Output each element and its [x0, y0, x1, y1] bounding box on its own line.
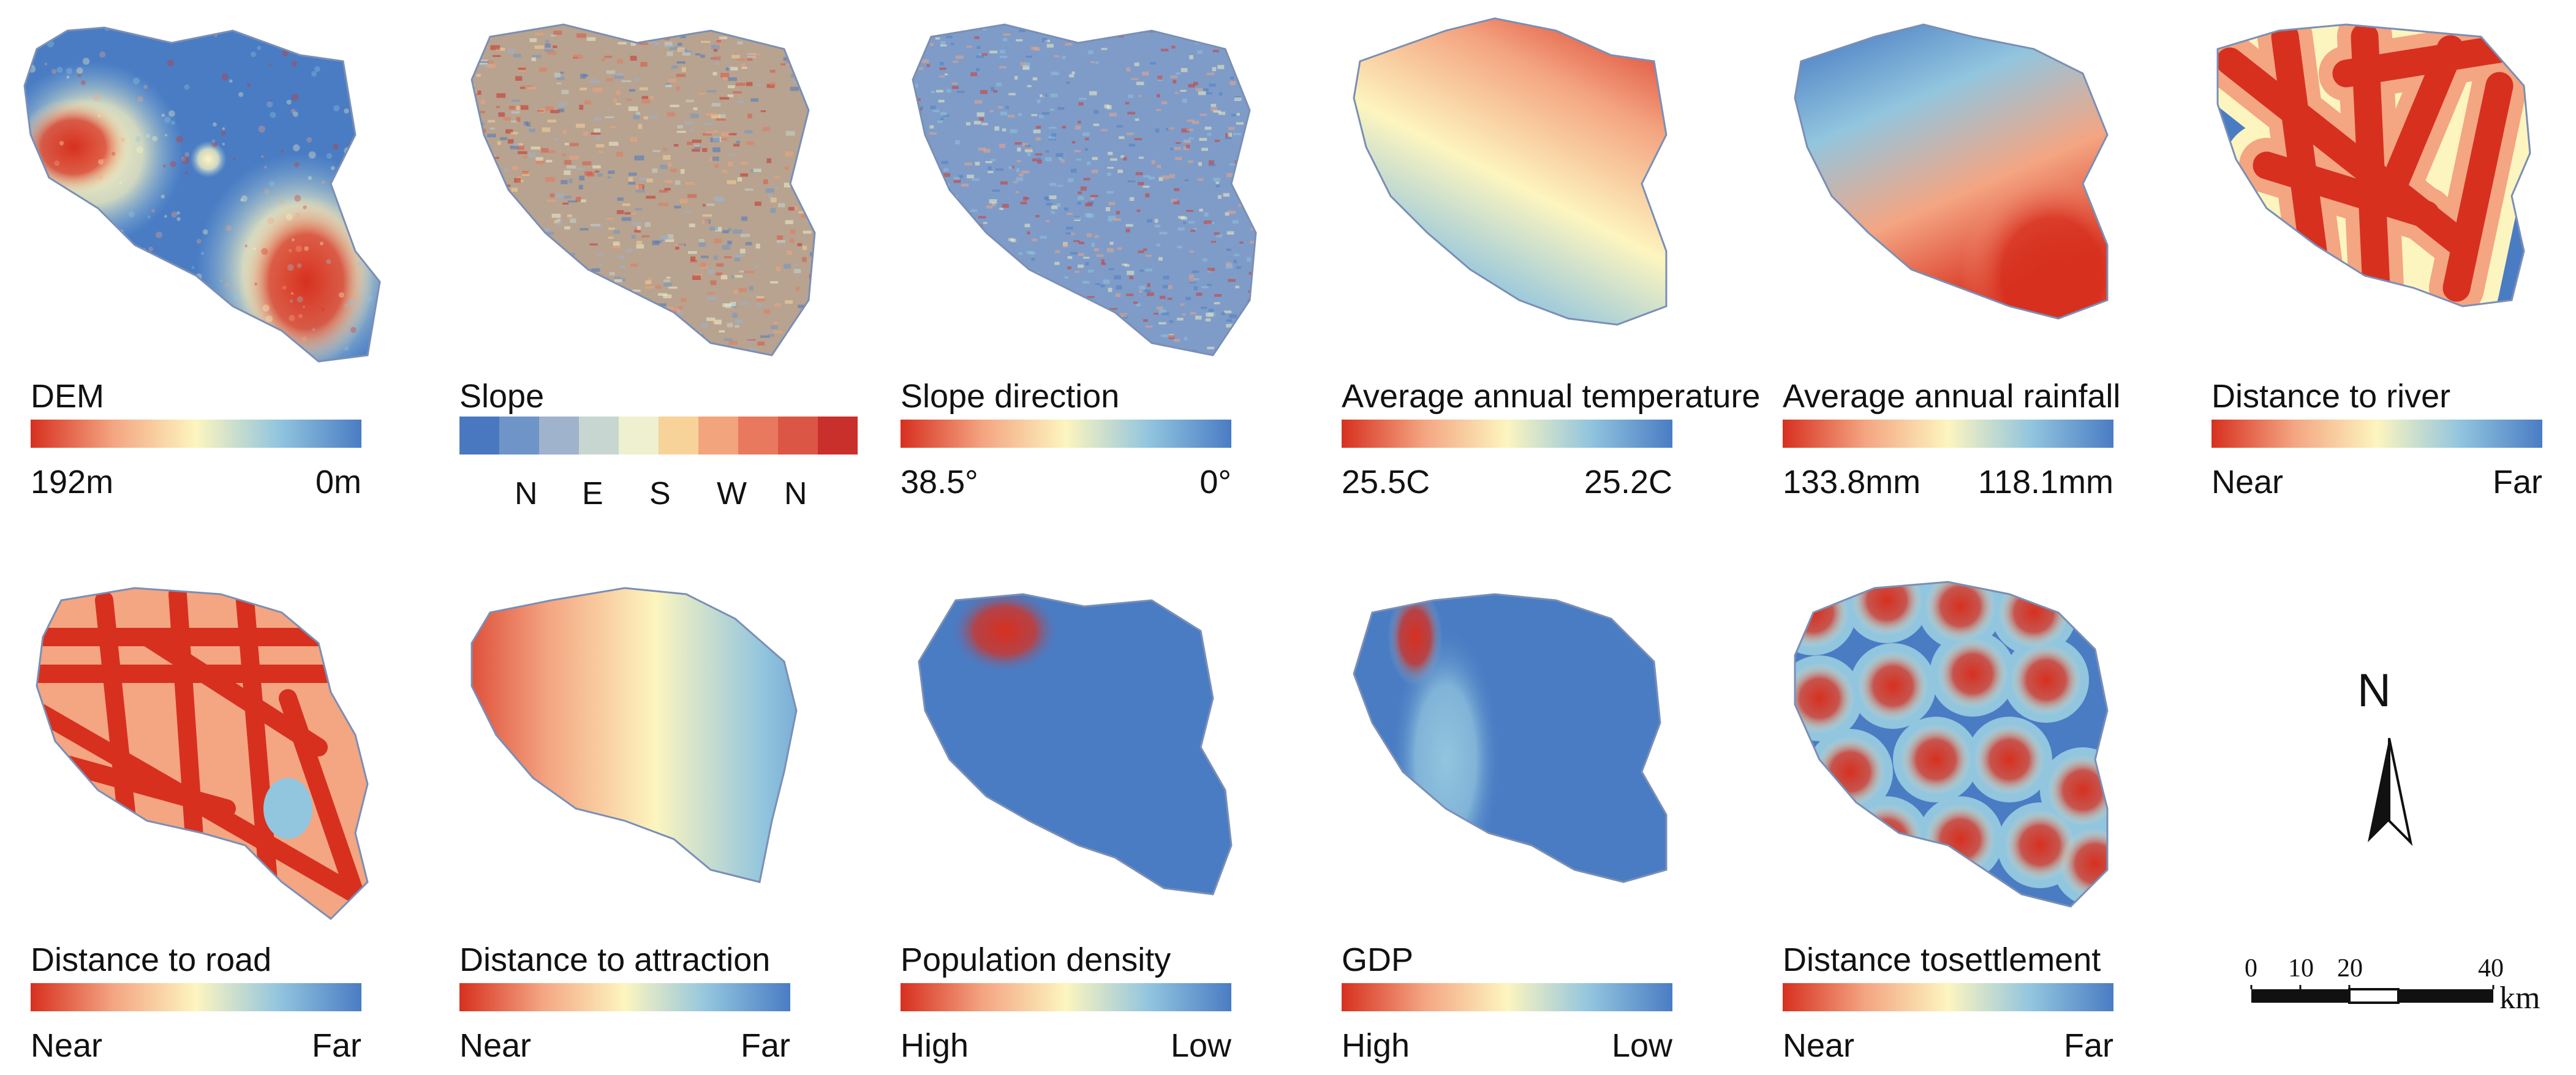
map-gdp: [1353, 593, 1668, 883]
legend-min-label: 192m: [31, 464, 114, 500]
scale-tick-40: 40: [2478, 954, 2504, 983]
legend-class-swatch: [619, 417, 659, 455]
panel-title: Average annual temperature: [1342, 378, 1761, 415]
panel-title: Slope direction: [901, 378, 1120, 415]
panel-temp: Average annual temperature 25.5C 25.2C: [1323, 12, 1760, 502]
legend-color-ramp: [901, 420, 1231, 448]
legend-min-label: Near: [31, 1027, 103, 1064]
legend-min-label: Near: [2212, 464, 2284, 500]
map-dem: [23, 26, 381, 363]
panel-title: Average annual rainfall: [1783, 378, 2121, 415]
legend-color-ramp: [1783, 983, 2113, 1011]
legend-class-label: S: [649, 476, 671, 511]
map-attraction: [470, 587, 798, 883]
north-label: N: [2357, 665, 2391, 717]
scale-bar: 0 10 20 40 km: [2236, 956, 2555, 1023]
map-rain: [1794, 23, 2109, 320]
legend-color-ramp: [2212, 420, 2542, 448]
legend-max-label: Low: [1611, 1027, 1672, 1064]
map-aspect: [912, 23, 1257, 356]
legend-min-label: High: [1342, 1027, 1410, 1064]
panel-river: Distance to river Near Far: [2193, 12, 2576, 502]
panel-title: Distance to road: [31, 941, 272, 978]
panel-title: DEM: [31, 378, 104, 415]
legend-color-ramp: [1342, 983, 1672, 1011]
legend-min-label: High: [901, 1027, 969, 1064]
legend-color-ramp: [459, 983, 790, 1011]
legend-min-label: Near: [459, 1027, 532, 1064]
legend-class-swatch: [659, 417, 698, 455]
legend-min-label: 25.5C: [1342, 464, 1430, 500]
legend-color-ramp: [1342, 420, 1672, 448]
panel-gdp: GDP High Low: [1323, 576, 1752, 1066]
scale-tick-20: 20: [2337, 954, 2363, 983]
legend-class-swatch: [818, 417, 858, 455]
legend-class-label: E: [582, 476, 603, 511]
legend-class-swatch: [579, 417, 619, 455]
panel-settlement: Distance tosettlement Near Far: [1764, 576, 2193, 1066]
scale-unit: km: [2499, 981, 2540, 1016]
legend-class-label: N: [784, 476, 807, 511]
panel-title: Distance to attraction: [459, 941, 771, 978]
map-settlement: [1794, 581, 2109, 908]
map-river: [2216, 23, 2531, 307]
legend-max-label: Low: [1170, 1027, 1231, 1064]
panel-rain: Average annual rainfall 133.8mm 118.1mm: [1764, 12, 2193, 502]
legend-color-ramp: [1783, 420, 2113, 448]
legend-class-label: N: [515, 476, 538, 511]
legend-color-ramp: [31, 420, 361, 448]
panel-attraction: Distance to attraction Near Far: [441, 576, 870, 1066]
map-temp: [1353, 17, 1668, 326]
legend-max-label: Far: [741, 1027, 790, 1064]
legend-min-label: 38.5°: [901, 464, 978, 500]
legend-color-ramp: [901, 983, 1231, 1011]
panel-slope: Slope N E S W N: [441, 12, 870, 510]
panel-title: Distance tosettlement: [1783, 941, 2101, 978]
legend-class-swatch: [778, 417, 818, 455]
panel-population: Population density High Low: [882, 576, 1311, 1066]
scale-tick-10: 10: [2288, 954, 2314, 983]
legend-class-swatch: [698, 417, 738, 455]
legend-class-swatch: [499, 417, 539, 455]
panel-title: Distance to river: [2212, 378, 2451, 415]
map-population: [918, 593, 1233, 896]
legend-class-swatch: [459, 417, 499, 455]
panel-title: GDP: [1342, 941, 1414, 978]
legend-max-label: 0m: [315, 464, 361, 500]
scale-tick-0: 0: [2245, 954, 2257, 983]
legend-class-swatch: [738, 417, 778, 455]
legend-class-label: W: [717, 476, 747, 511]
map-road: [36, 587, 369, 920]
legend-max-label: 25.2C: [1584, 464, 1672, 500]
map-slope: [470, 23, 816, 356]
panel-title: Slope: [459, 378, 545, 415]
legend-color-ramp: [31, 983, 361, 1011]
legend-min-label: 133.8mm: [1783, 464, 1921, 500]
legend-max-label: Far: [312, 1027, 361, 1064]
legend-class-swatch: [539, 417, 579, 455]
legend-max-label: 118.1mm: [1977, 464, 2113, 500]
legend-max-label: Far: [2064, 1027, 2113, 1064]
panel-aspect: Slope direction 38.5° 0°: [882, 12, 1311, 502]
panel-dem: DEM 192m 0m: [12, 12, 441, 502]
legend-min-label: Near: [1783, 1027, 1855, 1064]
panel-road: Distance to road Near Far: [12, 576, 441, 1066]
legend-max-label: 0°: [1199, 464, 1231, 500]
panel-title: Population density: [901, 941, 1171, 978]
north-arrow-icon: [2340, 665, 2438, 861]
legend-max-label: Far: [2493, 464, 2542, 500]
